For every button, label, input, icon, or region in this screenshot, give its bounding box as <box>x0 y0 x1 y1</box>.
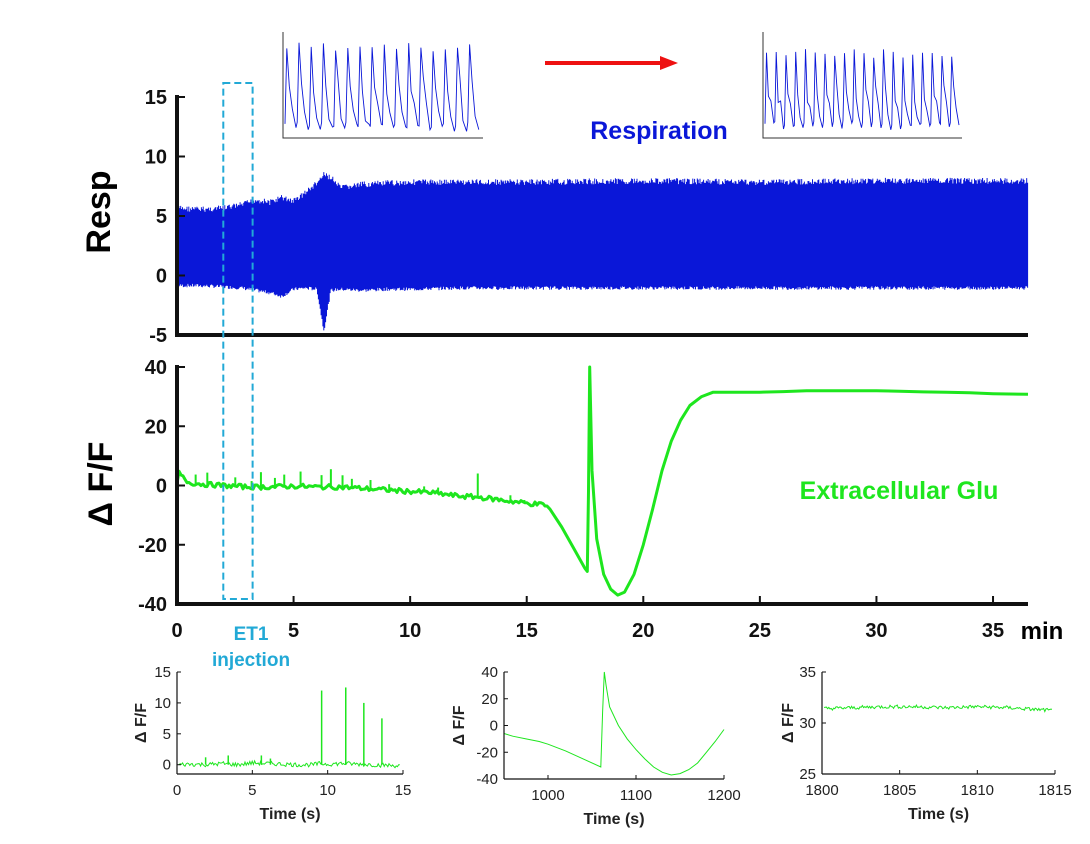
breathing-pattern-before <box>284 42 480 132</box>
resp-ytick-label: 5 <box>156 206 167 228</box>
breathing-inset-before <box>282 32 483 139</box>
resp-y-label: Resp <box>80 170 118 253</box>
inset-xtick-label: 1800 <box>805 782 838 799</box>
inset-xtick-label: 1815 <box>1038 782 1071 799</box>
inset-trace <box>503 671 725 776</box>
et1-label: ET1 <box>234 624 269 645</box>
inset-panel-2: -40 -20 0 20 40 1000 1100 1200 Time (s) Δ F/F <box>451 664 741 828</box>
inset-ytick-label: -20 <box>476 744 498 761</box>
inset-ytick-label: 0 <box>490 718 498 735</box>
glu-xtick-label: 0 <box>171 620 182 642</box>
inset-y-label: Δ F/F <box>451 705 468 745</box>
inset-xtick-label: 5 <box>248 782 256 799</box>
resp-ytick-label: 10 <box>145 147 167 169</box>
glu-xtick-label: 10 <box>399 620 421 642</box>
inset-xtick-label: 1000 <box>531 787 564 804</box>
glu-xtick-label: 35 <box>982 620 1004 642</box>
inset-xtick-label: 1100 <box>620 787 652 804</box>
inset-ytick-label: 0 <box>163 757 171 774</box>
glu-ytick-label: 0 <box>156 476 167 498</box>
inset-ytick-label: -40 <box>476 771 498 788</box>
inset-trace <box>823 704 1053 713</box>
inset-y-label: Δ F/F <box>780 703 797 743</box>
breathing-pattern-after <box>764 49 960 130</box>
inset-ytick-label: 30 <box>799 715 816 732</box>
inset-ytick-label: 5 <box>163 726 171 743</box>
resp-y-ticks: -5 0 5 10 15 <box>145 87 185 347</box>
glu-ytick-label: 20 <box>145 416 167 438</box>
inset-ytick-label: 10 <box>154 695 171 712</box>
et1-injection-box <box>222 82 254 600</box>
inset-xtick-label: 15 <box>395 782 412 799</box>
glu-xtick-label: 30 <box>865 620 887 642</box>
inset-x-label: Time (s) <box>259 806 320 823</box>
inset-xtick-label: 0 <box>173 782 181 799</box>
resp-envelope <box>177 172 1029 331</box>
inset-ytick-label: 40 <box>481 664 498 681</box>
transition-arrow <box>545 56 678 70</box>
et1-window: ET1 injection <box>212 82 290 671</box>
inset-ytick-label: 25 <box>799 766 816 783</box>
glu-trace <box>175 365 1029 597</box>
inset-xtick-label: 1810 <box>961 782 994 799</box>
et1-label-injection: injection <box>212 650 290 671</box>
resp-panel: -5 0 5 10 15 Resp Respiration <box>80 87 1029 347</box>
inset-ytick-label: 35 <box>799 664 816 681</box>
resp-ytick-label: 0 <box>156 266 167 288</box>
glu-ytick-label: 40 <box>145 357 167 379</box>
resp-title: Respiration <box>590 117 728 145</box>
glu-xtick-label: 5 <box>288 620 299 642</box>
inset-panel-3: 25 30 35 1800 1805 1810 1815 Time (s) Δ F/F <box>780 664 1072 823</box>
inset-y-label: Δ F/F <box>133 703 150 743</box>
glu-xtick-label: 25 <box>749 620 771 642</box>
glu-ytick-label: -40 <box>138 594 167 616</box>
inset-ytick-label: 20 <box>481 691 498 708</box>
glu-xtick-label: 20 <box>632 620 654 642</box>
glu-spikes <box>194 469 526 503</box>
inset-ytick-label: 15 <box>154 664 171 681</box>
inset-x-label: Time (s) <box>583 811 644 828</box>
glu-xtick-label: 15 <box>516 620 538 642</box>
inset-xtick-label: 1200 <box>707 787 740 804</box>
arrow-head-icon <box>660 56 678 70</box>
inset-xtick-label: 1805 <box>883 782 916 799</box>
resp-ytick-label: -5 <box>149 325 167 347</box>
glu-y-ticks: -40 -20 0 20 40 <box>138 357 185 616</box>
glu-ytick-label: -20 <box>138 535 167 557</box>
glu-title: Extracellular Glu <box>800 477 999 505</box>
inset-panel-1: 0 5 10 15 0 5 10 15 Time (s) Δ F/F <box>133 664 411 823</box>
inset-trace <box>178 759 400 769</box>
resp-ytick-label: 15 <box>145 87 167 109</box>
glu-x-ticks: 0 5 10 15 20 25 30 35 <box>171 596 1004 642</box>
resp-trace <box>177 172 1029 331</box>
inset-x-label: Time (s) <box>908 806 969 823</box>
glu-y-label: Δ F/F <box>82 442 120 527</box>
x-unit-label: min <box>1021 618 1064 645</box>
inset-xtick-label: 10 <box>319 782 336 799</box>
glu-panel: -40 -20 0 20 40 0 5 10 15 20 25 30 35 min Δ F/F Ext… <box>82 357 1063 645</box>
breathing-inset-after <box>762 32 962 139</box>
